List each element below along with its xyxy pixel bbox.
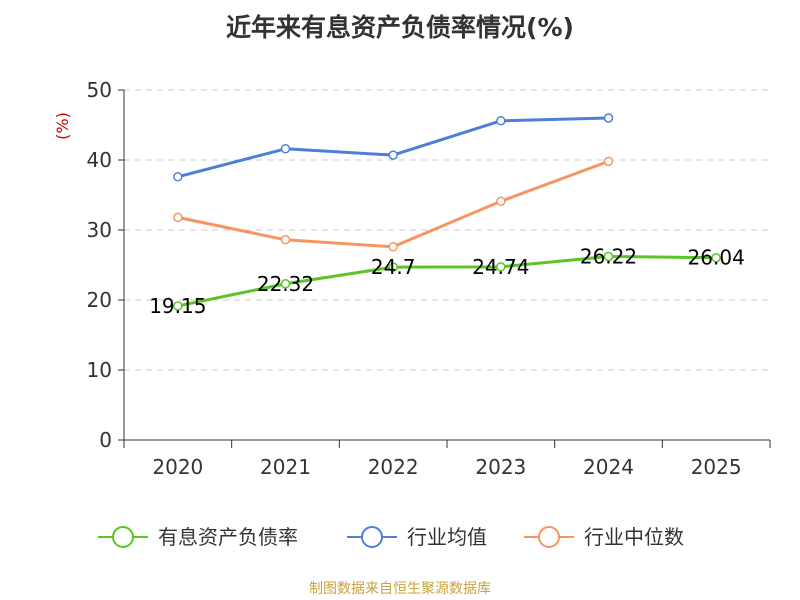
- axes: 0 10 20 30 40 50 (%) 2020 2021 2022 2023 2024 2025: [53, 78, 771, 479]
- data-point: [388, 242, 398, 252]
- data-label: 22.32: [257, 272, 314, 296]
- series-line-0: [176, 254, 718, 308]
- legend-marker-2: [538, 526, 560, 548]
- data-label: 24.7: [371, 255, 416, 279]
- source-note: 制图数据来自恒生聚源数据库: [309, 581, 491, 597]
- series-line-2: [176, 159, 610, 249]
- data-point: [173, 301, 183, 311]
- legend-label-0: 有息资产负债率: [158, 525, 298, 549]
- series-line-1: [176, 116, 610, 179]
- data-point: [496, 262, 506, 272]
- data-labels: 19.15 22.32 24.7 24.74 26.22 26.04: [149, 244, 745, 317]
- data-point: [280, 235, 291, 245]
- x-tick-label: 2022: [368, 455, 419, 479]
- data-point: [603, 156, 614, 167]
- y-axis-unit-label: (%): [53, 112, 72, 140]
- y-tick-label: 50: [87, 78, 112, 102]
- y-tick-label: 10: [87, 358, 112, 382]
- data-point: [388, 262, 398, 272]
- chart-title: 近年来有息资产负债率情况(%): [226, 13, 574, 42]
- data-point: [496, 116, 506, 126]
- x-tick-label: 2021: [260, 455, 311, 479]
- legend: 有息资产负债率 行业均值 行业中位数: [98, 525, 684, 549]
- data-point: [173, 172, 183, 182]
- legend-marker-1: [361, 526, 383, 548]
- data-point: [280, 279, 291, 289]
- series-lines: [173, 113, 721, 311]
- data-label: 26.22: [580, 244, 637, 268]
- data-point: [496, 196, 506, 207]
- data-point: [173, 212, 183, 223]
- x-tick-label: 2024: [583, 455, 634, 479]
- data-point: [388, 150, 398, 160]
- data-label: 19.15: [149, 294, 206, 318]
- data-point: [711, 252, 721, 263]
- data-point: [603, 113, 614, 123]
- x-tick-label: 2023: [475, 455, 526, 479]
- y-tick-label: 30: [87, 218, 112, 242]
- legend-label-1: 行业均值: [407, 525, 487, 549]
- data-label: 26.04: [688, 246, 745, 270]
- legend-label-2: 行业中位数: [584, 525, 684, 549]
- data-point: [280, 144, 291, 154]
- x-tick-label: 2020: [152, 455, 203, 479]
- y-tick-label: 20: [87, 288, 112, 312]
- data-label: 24.74: [472, 255, 529, 279]
- y-tick-label: 0: [99, 428, 112, 452]
- x-tick-label: 2025: [691, 455, 742, 479]
- grid-lines: [124, 89, 770, 371]
- y-tick-label: 40: [87, 148, 112, 172]
- legend-marker-0: [112, 526, 134, 548]
- data-point: [603, 251, 614, 262]
